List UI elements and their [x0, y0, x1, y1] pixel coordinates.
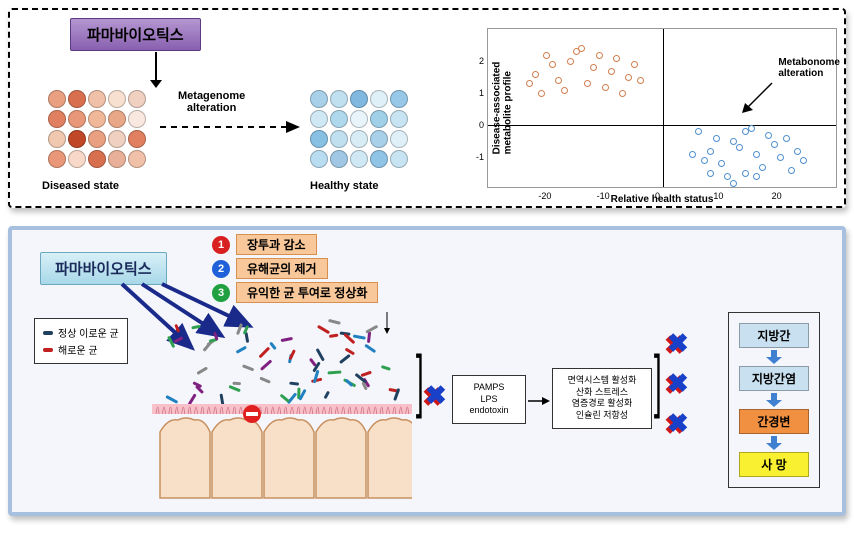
outcome-arrow-icon — [766, 393, 782, 407]
legend-good-swatch — [43, 331, 53, 335]
panel-mechanism: 파마바이오틱스 1 장투과 감소 2 유해균의 제거 3 유익한 균 투여로 정… — [8, 226, 846, 516]
annotation-arrow-icon — [736, 79, 776, 119]
outcome-1: 지방간염 — [739, 366, 809, 391]
flow-arrow-1-icon — [528, 396, 550, 406]
xmark-3-icon: ✖✖ — [664, 370, 686, 401]
panel1-left: 파마바이오틱스 Metagenome alteration Diseased s… — [30, 20, 417, 196]
xmark-1-icon: ✖✖ — [422, 382, 444, 413]
outcome-arrow-icon — [766, 436, 782, 450]
bullet-2: 2 유해균의 제거 — [212, 258, 328, 279]
outcome-column: 지방간지방간염간경변사 망 — [728, 312, 820, 488]
panel1-right: Disease-associated metabolite profile Re… — [437, 20, 824, 196]
flow-box-pamps: PAMPS LPS endotoxin — [452, 375, 526, 424]
scatter-ylabel: Disease-associated metabolite profile — [491, 62, 513, 155]
xmark-4-icon: ✖✖ — [664, 410, 686, 441]
healthy-state-grid — [310, 90, 408, 168]
outcome-arrow-icon — [766, 350, 782, 364]
bullet-1-num: 1 — [212, 236, 230, 254]
outcome-0: 지방간 — [739, 323, 809, 348]
metagenome-alteration-label: Metagenome alteration — [178, 90, 245, 114]
bullet-2-num: 2 — [212, 260, 230, 278]
scatter-annotation: Metabonome alteration — [778, 57, 840, 79]
outcome-3: 사 망 — [739, 452, 809, 477]
gut-illustration — [152, 312, 412, 502]
pharmabiotics-label-1: 파마바이오틱스 — [70, 18, 201, 51]
bullet-1-text: 장투과 감소 — [236, 234, 317, 255]
xmark-2-icon: ✖✖ — [664, 330, 686, 361]
legend-bad-swatch — [43, 348, 53, 352]
flow-box-immune: 면역시스템 활성화 산화 스트레스 염증경로 활성화 인슐린 저항성 — [552, 368, 652, 429]
scatter-xlabel: Relative health status — [611, 194, 714, 205]
outcome-2: 간경변 — [739, 409, 809, 434]
diseased-state-label: Diseased state — [42, 180, 119, 192]
panel-metagenome: 파마바이오틱스 Metagenome alteration Diseased s… — [8, 8, 846, 208]
arrow-down-icon — [148, 52, 164, 88]
bullet-2-text: 유해균의 제거 — [236, 258, 328, 279]
bracket-2-icon: ] — [654, 340, 662, 420]
scatter-plot: Disease-associated metabolite profile Re… — [487, 28, 837, 188]
arrow-right-dashed-icon — [160, 120, 300, 134]
bullet-1: 1 장투과 감소 — [212, 234, 317, 255]
healthy-state-label: Healthy state — [310, 180, 378, 192]
diseased-state-grid — [48, 90, 146, 168]
